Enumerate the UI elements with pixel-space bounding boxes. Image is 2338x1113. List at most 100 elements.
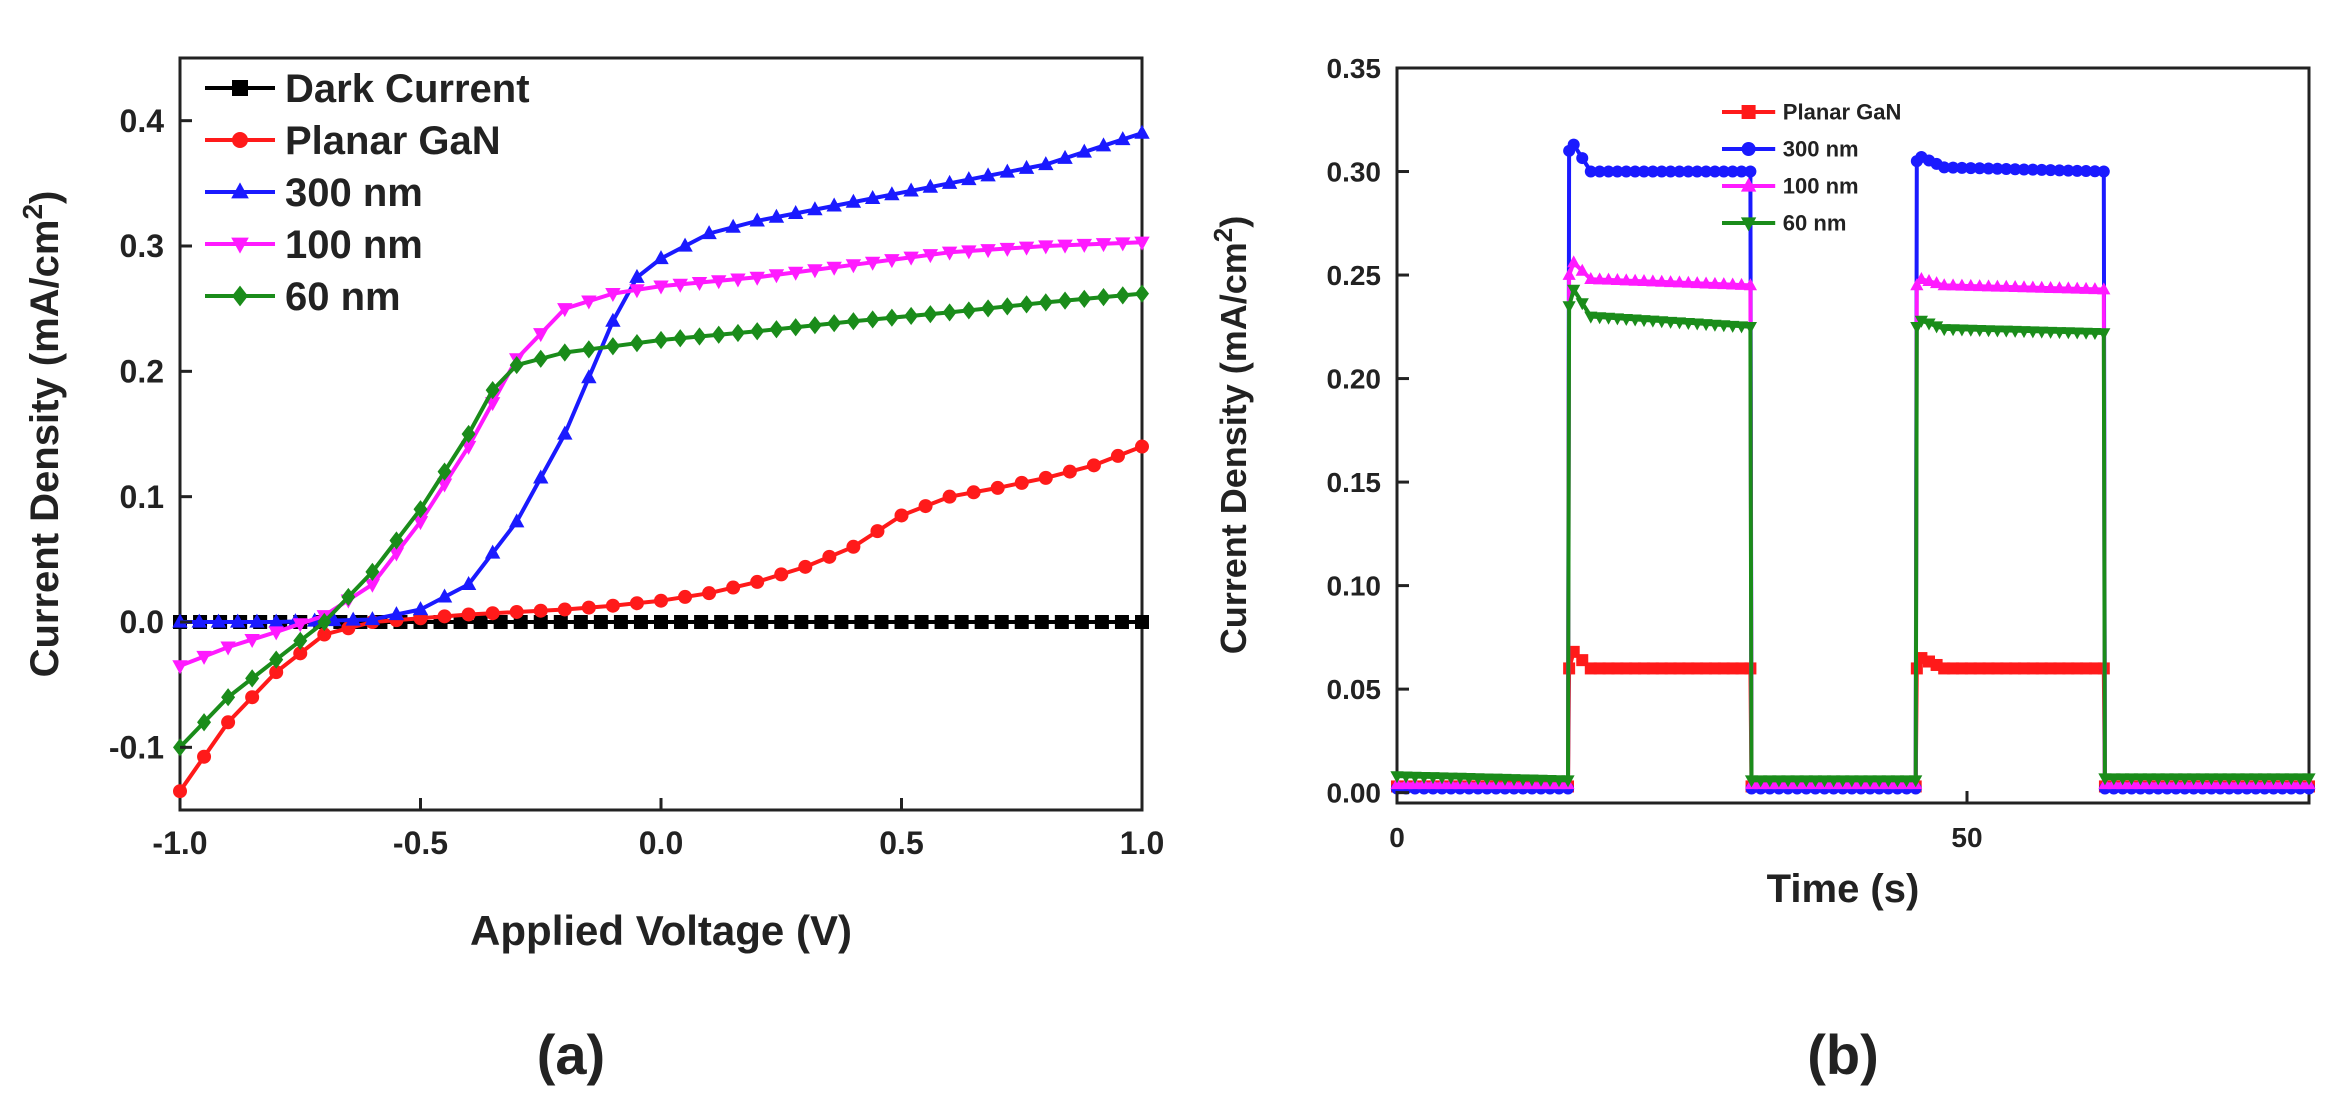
- data-point-a-300-nm: [1115, 131, 1131, 146]
- data-point-a-300-nm: [677, 237, 693, 252]
- data-point-a-planar-gan: [846, 539, 861, 554]
- data-point-a-100-nm: [864, 256, 881, 271]
- series-line-a-60-nm: [178, 291, 1143, 749]
- x-axis-title-b: Time (s): [1767, 867, 1920, 911]
- data-point-a-dark-current: [954, 615, 969, 629]
- data-point-b-60-nm: [1763, 775, 1777, 788]
- data-point-b-60-nm: [2275, 773, 2289, 786]
- data-point-a-dark-current: [1114, 615, 1129, 629]
- data-point-b-300-nm: [1576, 152, 1589, 165]
- data-point-b-300-nm: [1611, 165, 1624, 178]
- data-layer-b: [1390, 138, 2316, 795]
- data-point-b-60-nm: [1946, 324, 1960, 337]
- data-point-a-100-nm: [672, 278, 688, 293]
- data-point-b-60-nm: [1584, 311, 1598, 324]
- data-point-a-100-nm: [364, 578, 381, 593]
- data-point-a-60-nm: [485, 381, 500, 400]
- data-point-a-100-nm: [533, 328, 549, 343]
- data-point-b-60-nm: [1808, 775, 1822, 788]
- data-point-a-100-nm: [1115, 237, 1131, 252]
- data-point-b-60-nm: [1845, 775, 1859, 788]
- y-tick-label-a: -0.1: [109, 730, 164, 766]
- data-point-b-100-nm: [2008, 280, 2022, 293]
- data-point-a-300-nm: [364, 611, 381, 626]
- x-ticks-b: 0 50: [1389, 791, 1983, 853]
- data-point-b-60-nm: [1390, 771, 1404, 784]
- data-point-a-300-nm: [509, 513, 525, 528]
- data-point-a-60-nm: [692, 327, 707, 346]
- data-point-a-100-nm: [1134, 236, 1150, 251]
- data-point-a-100-nm: [961, 245, 977, 260]
- data-point-b-60-nm: [2116, 773, 2130, 786]
- y-ticks-a: -0.1 0.0 0.1 0.2 0.3 0.4: [109, 103, 192, 766]
- data-point-b-60-nm: [1619, 313, 1633, 326]
- data-point-a-dark-current: [734, 615, 749, 629]
- legend-marker-a-100-nm: [231, 237, 249, 254]
- data-point-a-60-nm: [1038, 293, 1053, 312]
- series-line-b-300-nm: [1397, 142, 2309, 791]
- data-point-b-100-nm: [1610, 273, 1624, 286]
- data-point-a-300-nm: [787, 205, 804, 220]
- data-point-a-300-nm: [230, 613, 246, 628]
- legend-marker-a-dark-current: [232, 80, 248, 96]
- data-point-a-60-nm: [846, 312, 861, 331]
- data-point-a-planar-gan: [726, 580, 741, 595]
- data-point-b-300-nm: [2009, 163, 2022, 176]
- data-point-b-60-nm: [2213, 773, 2227, 786]
- data-point-b-60-nm: [1664, 316, 1678, 329]
- legend-b: Planar GaN 300 nm 100 nm 60 nm: [1722, 100, 1901, 236]
- data-point-b-100-nm: [1914, 271, 1928, 284]
- data-point-b-100-nm: [1981, 279, 1996, 292]
- data-point-a-300-nm: [629, 268, 645, 283]
- data-point-b-100-nm: [2017, 280, 2031, 293]
- x-tick-label-a: 1.0: [1120, 825, 1164, 861]
- data-point-a-100-nm: [1038, 240, 1054, 255]
- data-point-a-planar-gan: [557, 602, 572, 617]
- data-point-a-dark-current: [754, 615, 769, 629]
- data-point-b-60-nm: [2204, 773, 2219, 786]
- data-point-a-100-nm: [172, 660, 188, 675]
- data-point-b-60-nm: [1863, 775, 1877, 788]
- data-point-b-60-nm: [1444, 772, 1458, 785]
- data-point-b-300-nm: [1726, 165, 1739, 178]
- data-point-b-300-nm: [1567, 138, 1580, 151]
- data-point-a-100-nm: [1057, 239, 1073, 254]
- data-point-b-60-nm: [1498, 773, 1512, 786]
- data-point-b-300-nm: [1655, 165, 1668, 178]
- data-point-a-300-nm: [1134, 124, 1150, 139]
- data-point-b-60-nm: [2258, 773, 2272, 786]
- data-point-a-dark-current: [814, 615, 829, 629]
- data-point-a-dark-current: [1054, 615, 1069, 629]
- data-point-b-60-nm: [2052, 327, 2067, 340]
- legend-marker-b-60-nm: [1740, 217, 1757, 232]
- data-point-b-60-nm: [2222, 773, 2236, 786]
- data-point-b-100-nm: [1681, 275, 1695, 288]
- data-point-a-60-nm: [629, 334, 644, 353]
- data-point-b-60-nm: [1955, 324, 1969, 337]
- data-point-a-planar-gan: [245, 690, 260, 705]
- data-point-b-60-nm: [1489, 773, 1503, 786]
- data-point-b-300-nm: [1744, 165, 1757, 178]
- data-point-a-planar-gan: [485, 606, 500, 621]
- data-point-a-planar-gan: [822, 549, 837, 564]
- legend-label-b-100-nm: 100 nm: [1783, 174, 1859, 199]
- data-point-a-60-nm: [461, 424, 476, 444]
- data-point-a-60-nm: [1115, 286, 1130, 305]
- data-point-a-300-nm: [653, 250, 669, 265]
- data-point-b-60-nm: [2195, 773, 2210, 786]
- data-point-a-planar-gan: [197, 749, 212, 764]
- data-point-b-300-nm: [2071, 164, 2084, 177]
- data-point-a-100-nm: [244, 633, 260, 648]
- data-point-b-300-nm: [1593, 165, 1606, 178]
- data-point-a-60-nm: [437, 462, 452, 481]
- data-point-a-60-nm: [1135, 284, 1149, 303]
- y-tick-label-b: 0.25: [1327, 260, 1382, 291]
- data-point-a-dark-current: [1074, 615, 1089, 629]
- data-point-b-60-nm: [1836, 775, 1850, 788]
- data-point-b-100-nm: [1990, 279, 2004, 292]
- data-point-a-300-nm: [436, 588, 453, 603]
- data-point-a-100-nm: [980, 244, 996, 259]
- y-tick-label-b: 0.00: [1327, 777, 1382, 808]
- data-point-a-planar-gan: [269, 665, 284, 680]
- y-tick-label-b: 0.10: [1327, 570, 1382, 601]
